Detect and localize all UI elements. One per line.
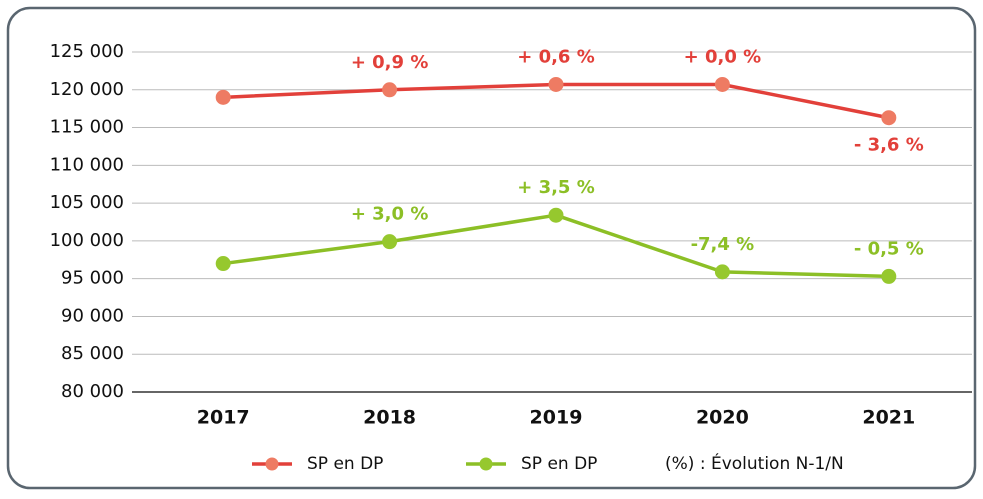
legend-note: (%) : Évolution N-1/N	[665, 452, 844, 474]
y-tick-label: 120 000	[50, 79, 124, 100]
y-tick-label: 85 000	[61, 343, 124, 364]
series-marker	[382, 82, 398, 98]
series-marker	[714, 76, 730, 92]
x-tick-label: 2020	[696, 407, 749, 429]
x-tick-label: 2018	[363, 407, 416, 429]
frame	[6, 6, 977, 490]
y-tick-label: 115 000	[50, 117, 124, 138]
data-annotation: + 0,9 %	[351, 52, 429, 73]
y-tick-label: 125 000	[50, 41, 124, 62]
data-annotation: - 0,5 %	[854, 238, 924, 259]
series-marker	[548, 76, 564, 92]
legend-marker	[479, 457, 493, 471]
series-marker	[382, 234, 398, 250]
x-tick-label: 2017	[197, 407, 250, 429]
legend-label: SP en DP	[307, 454, 383, 474]
y-tick-label: 105 000	[50, 192, 124, 213]
data-annotation: + 0,0 %	[684, 46, 762, 67]
data-annotation: - 3,6 %	[854, 135, 924, 156]
series-marker	[881, 110, 897, 126]
series-marker	[215, 256, 231, 272]
series-marker	[714, 264, 730, 280]
data-annotation: + 0,6 %	[517, 46, 595, 67]
legend-marker	[265, 457, 279, 471]
data-annotation: + 3,0 %	[351, 204, 429, 225]
x-tick-label: 2019	[530, 407, 583, 429]
legend-label: SP en DP	[521, 454, 597, 474]
y-tick-label: 95 000	[61, 268, 124, 289]
series-marker	[548, 207, 564, 223]
y-tick-label: 100 000	[50, 230, 124, 251]
data-annotation: -7,4 %	[691, 234, 755, 255]
y-tick-label: 110 000	[50, 154, 124, 175]
series-marker	[881, 268, 897, 284]
x-tick-label: 2021	[862, 407, 915, 429]
series-marker	[215, 89, 231, 105]
y-tick-label: 80 000	[61, 381, 124, 402]
y-tick-label: 90 000	[61, 305, 124, 326]
data-annotation: + 3,5 %	[517, 177, 595, 198]
